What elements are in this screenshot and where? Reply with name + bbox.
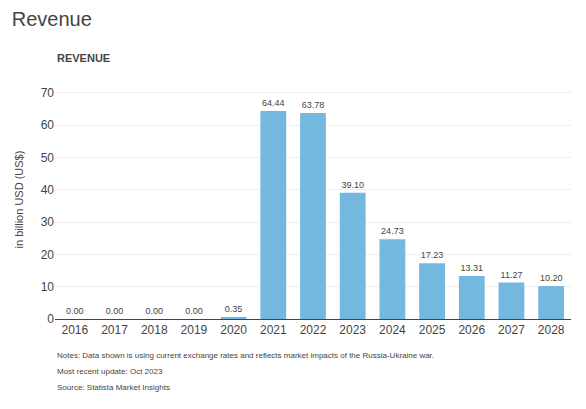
svg-text:40: 40 (41, 183, 55, 197)
svg-text:Notes: Data shown is using cur: Notes: Data shown is using current excha… (57, 351, 434, 360)
svg-text:13.31: 13.31 (461, 263, 484, 273)
svg-text:0: 0 (47, 312, 54, 326)
svg-text:70: 70 (41, 86, 55, 100)
svg-text:2020: 2020 (220, 323, 247, 337)
svg-text:10: 10 (41, 280, 55, 294)
svg-text:in billion USD (US$): in billion USD (US$) (13, 151, 25, 249)
svg-text:0.00: 0.00 (145, 306, 163, 316)
svg-text:2027: 2027 (498, 323, 525, 337)
svg-text:Most recent update: Oct 2023: Most recent update: Oct 2023 (57, 367, 163, 376)
svg-text:2024: 2024 (379, 323, 406, 337)
svg-text:30: 30 (41, 215, 55, 229)
svg-text:2022: 2022 (300, 323, 327, 337)
svg-text:20: 20 (41, 248, 55, 262)
svg-text:11.27: 11.27 (501, 270, 523, 280)
svg-text:10.20: 10.20 (540, 273, 563, 283)
svg-text:60: 60 (41, 118, 55, 132)
svg-text:Source: Statista Market Insigh: Source: Statista Market Insights (57, 383, 170, 392)
svg-text:2028: 2028 (538, 323, 565, 337)
svg-text:2021: 2021 (260, 323, 287, 337)
svg-text:2026: 2026 (458, 323, 485, 337)
svg-text:0.00: 0.00 (106, 306, 124, 316)
svg-text:REVENUE: REVENUE (57, 52, 110, 64)
svg-text:63.78: 63.78 (302, 100, 325, 110)
svg-text:17.23: 17.23 (421, 250, 444, 260)
svg-text:24.73: 24.73 (381, 226, 404, 236)
svg-text:2018: 2018 (141, 323, 168, 337)
svg-text:2019: 2019 (181, 323, 208, 337)
svg-text:Revenue: Revenue (12, 8, 92, 30)
svg-text:0.35: 0.35 (225, 304, 243, 314)
svg-text:39.10: 39.10 (341, 180, 364, 190)
svg-text:2025: 2025 (419, 323, 446, 337)
svg-text:0.00: 0.00 (185, 306, 203, 316)
svg-text:50: 50 (41, 151, 55, 165)
svg-text:2016: 2016 (61, 323, 88, 337)
svg-text:0.00: 0.00 (66, 306, 84, 316)
svg-text:64.44: 64.44 (262, 98, 285, 108)
svg-text:2023: 2023 (339, 323, 366, 337)
svg-text:2017: 2017 (101, 323, 128, 337)
